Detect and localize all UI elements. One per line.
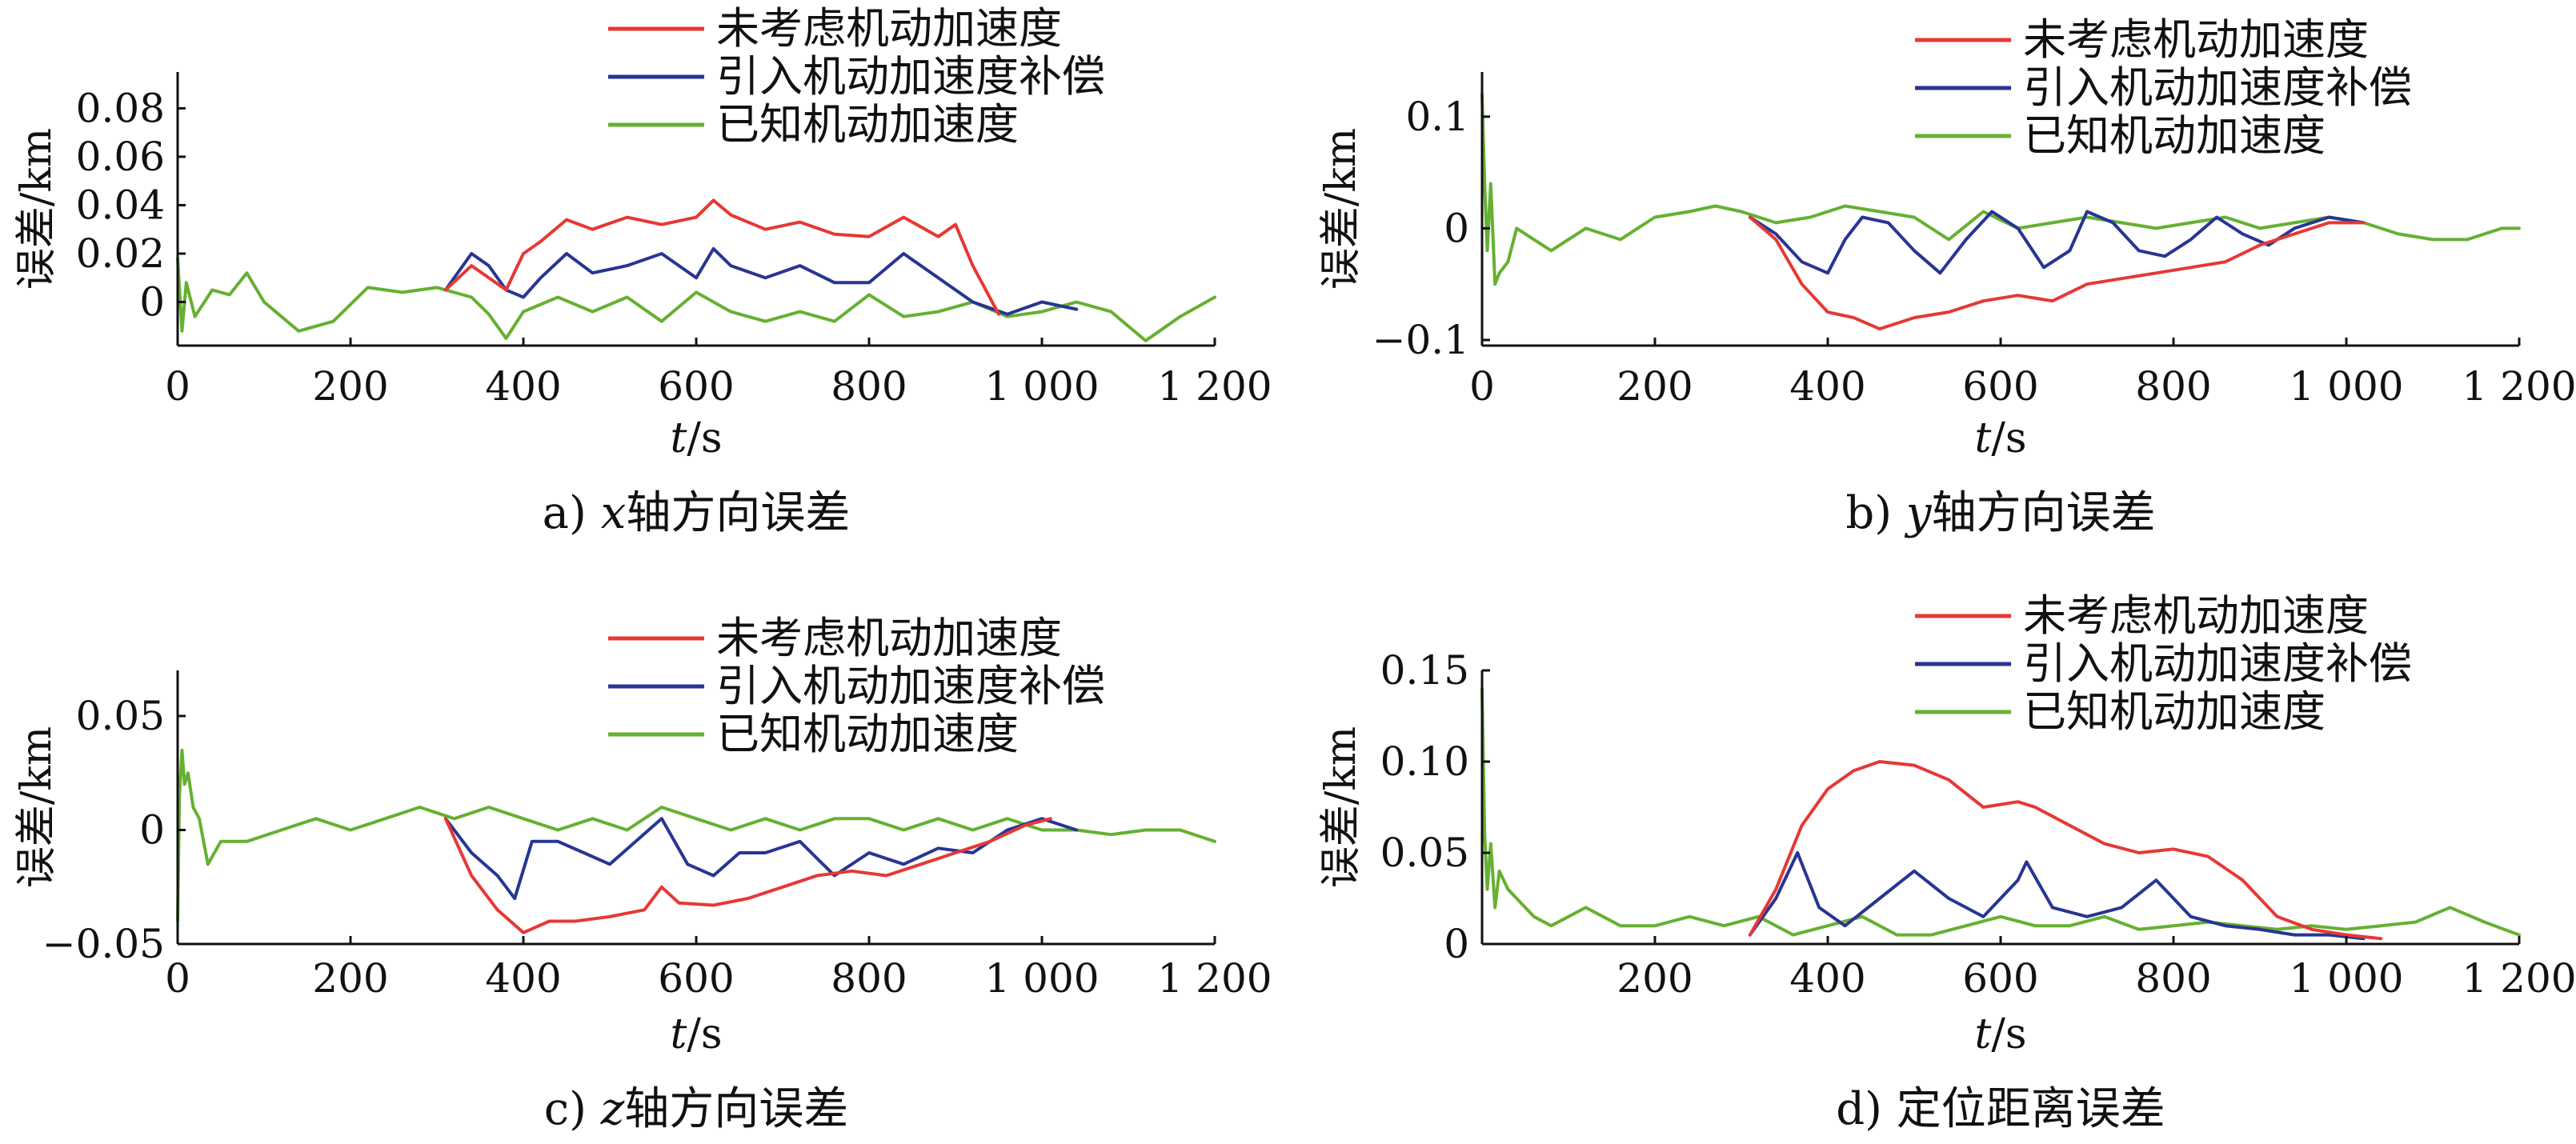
y-axis-label: 误差/km — [13, 128, 61, 290]
y-tick-label: 0 — [1444, 205, 1469, 251]
x-tick-label: 200 — [312, 363, 388, 410]
series-line-red — [1748, 760, 2383, 941]
x-tick-label: 1 200 — [1157, 363, 1272, 410]
y-tick-label: −0.05 — [42, 921, 165, 967]
y-tick-label: 0 — [139, 807, 165, 854]
x-tick-label: 600 — [1962, 955, 2038, 1002]
y-tick-label: 0 — [1444, 921, 1469, 967]
series-line-red — [443, 198, 1000, 316]
y-tick-label: 0 — [139, 279, 165, 326]
x-tick-label: 800 — [831, 363, 907, 410]
series-line-green — [1480, 92, 2521, 286]
x-tick-label: 200 — [1617, 955, 1693, 1002]
x-tick-label: 1 200 — [2462, 363, 2576, 410]
legend-label: 未考虑机动加速度 — [2023, 590, 2369, 641]
series-line-green — [176, 748, 1216, 923]
x-tick-label: 1 000 — [2289, 955, 2403, 1002]
x-tick-label: 1 000 — [2289, 363, 2403, 410]
y-tick-label: 0.1 — [1405, 94, 1469, 140]
legend-label: 已知机动加速度 — [716, 99, 1019, 150]
y-tick-label: 0.02 — [76, 230, 165, 277]
x-tick-label: 200 — [1617, 363, 1693, 410]
y-axis-label: 误差/km — [1317, 726, 1365, 888]
x-tick-label: 0 — [165, 955, 190, 1002]
legend-label: 已知机动加速度 — [2023, 110, 2326, 161]
panel-caption: c) z轴方向误差 — [544, 1083, 849, 1135]
x-axis-label: t/s — [1974, 1010, 2026, 1058]
series-line-blue — [1748, 210, 2366, 275]
legend-label: 引入机动加速度补偿 — [716, 51, 1105, 102]
legend-label: 未考虑机动加速度 — [2023, 14, 2369, 65]
series-line-red — [443, 817, 1052, 934]
x-tick-label: 400 — [1789, 955, 1865, 1002]
y-tick-label: 0.10 — [1380, 738, 1469, 785]
x-axis-label: t/s — [1974, 414, 2026, 462]
x-tick-label: 800 — [2135, 955, 2211, 1002]
x-tick-label: 800 — [831, 955, 907, 1002]
legend-label: 引入机动加速度补偿 — [2023, 62, 2412, 113]
chart-panel-a: 0 200 400 600 800 1 000 1 20000.020.040.060.08… — [13, 3, 1272, 539]
x-tick-label: 400 — [1789, 363, 1865, 410]
series-line-blue — [443, 817, 1079, 900]
x-tick-label: 800 — [2135, 363, 2211, 410]
chart-panel-d: 200 400 600 800 1 000 1 200 0 0.05 0.10 0.15 误差/km… — [1317, 590, 2576, 1135]
legend-label: 引入机动加速度补偿 — [716, 661, 1105, 711]
y-tick-label: 0.08 — [76, 85, 165, 131]
legend-label: 已知机动加速度 — [716, 709, 1019, 759]
x-tick-label: 600 — [1962, 363, 2038, 410]
y-tick-label: 0.06 — [76, 134, 165, 180]
series-line-green — [176, 257, 1216, 342]
x-tick-label: 0 — [165, 363, 190, 410]
x-tick-label: 0 — [1469, 363, 1495, 410]
chart-panel-c: 0 200 400 600 800 1 000 1 200−0.0500.05误差/kmt/… — [13, 613, 1272, 1135]
x-tick-label: 600 — [658, 955, 734, 1002]
x-axis-label: t/s — [670, 414, 722, 462]
x-tick-label: 600 — [658, 363, 734, 410]
y-tick-label: 0.15 — [1380, 647, 1469, 694]
x-tick-label: 200 — [312, 955, 388, 1002]
y-axis-label: 误差/km — [1317, 128, 1365, 290]
series-line-blue — [1748, 851, 2366, 941]
series-line-blue — [443, 246, 1079, 316]
chart-panel-b: 0 200 400 600 800 1 000 1 200−0.100.1误差/kmt/s未… — [1317, 14, 2576, 539]
x-tick-label: 1 000 — [984, 363, 1099, 410]
panel-caption: b) y轴方向误差 — [1845, 487, 2155, 539]
x-tick-label: 400 — [485, 363, 561, 410]
y-tick-label: −0.1 — [1372, 317, 1469, 363]
series-line-red — [1748, 215, 2366, 331]
y-axis-label: 误差/km — [13, 726, 61, 888]
x-tick-label: 400 — [485, 955, 561, 1002]
x-tick-label: 1 200 — [1157, 955, 1272, 1002]
panel-caption: d) 定位距离误差 — [1836, 1083, 2165, 1135]
y-tick-label: 0.05 — [1380, 830, 1469, 876]
x-tick-label: 1 200 — [2462, 955, 2576, 1002]
legend-label: 未考虑机动加速度 — [716, 3, 1062, 54]
legend-label: 引入机动加速度补偿 — [2023, 638, 2412, 689]
y-tick-label: 0.05 — [76, 693, 165, 739]
x-tick-label: 1 000 — [984, 955, 1099, 1002]
y-tick-label: 0.04 — [76, 182, 165, 228]
legend-label: 已知机动加速度 — [2023, 686, 2326, 737]
x-axis-label: t/s — [670, 1010, 722, 1058]
legend-label: 未考虑机动加速度 — [716, 613, 1062, 663]
panel-caption: a) x轴方向误差 — [543, 487, 851, 539]
